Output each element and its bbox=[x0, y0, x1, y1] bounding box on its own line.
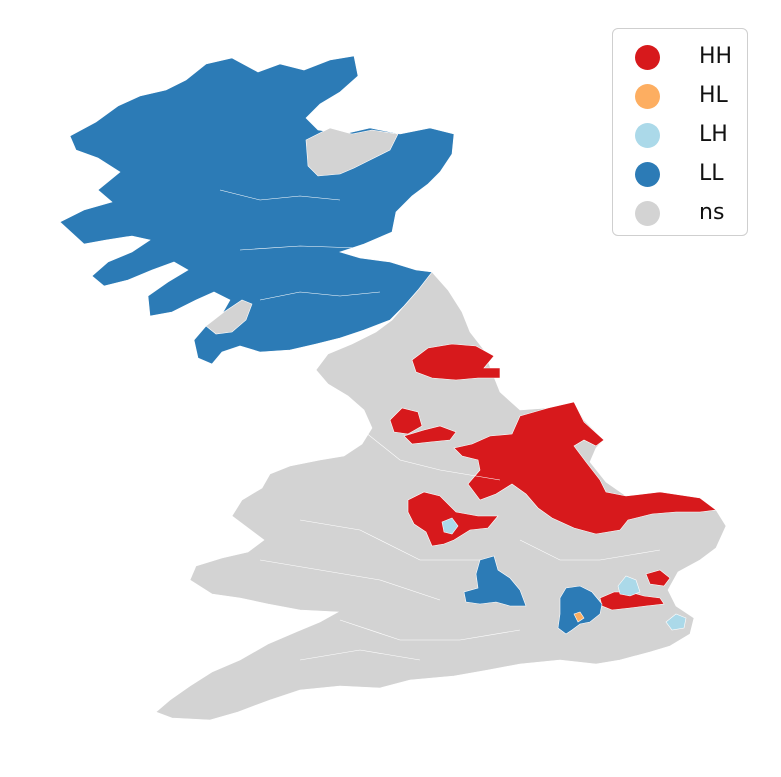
district-boundaries bbox=[219, 189, 661, 661]
cluster-lh-essex bbox=[617, 575, 641, 597]
cluster-hh-north-east bbox=[411, 343, 501, 381]
cluster-lh-birmingham bbox=[441, 517, 459, 535]
cluster-hh-pennines bbox=[403, 425, 457, 445]
cluster-hl-surrey bbox=[573, 611, 585, 623]
legend-item-lh: LH bbox=[613, 117, 749, 153]
legend-item-ns: ns bbox=[613, 195, 749, 231]
cluster-ll-surrey bbox=[557, 585, 603, 635]
legend-dot-lh bbox=[635, 123, 660, 148]
cluster-hh-yorkshire-lincolnshire bbox=[453, 401, 717, 535]
region-ns-dumfries bbox=[205, 299, 253, 335]
legend-label-ns: ns bbox=[699, 200, 725, 225]
region-ns-aberdeenshire bbox=[305, 127, 399, 177]
cluster-hh-essex bbox=[645, 569, 671, 587]
legend-dot-hh bbox=[635, 45, 660, 70]
cluster-hh-lancashire bbox=[389, 407, 423, 435]
legend: HH HL LH LL ns bbox=[612, 28, 748, 236]
legend-dot-ns bbox=[635, 201, 660, 226]
cluster-lh-kent bbox=[665, 613, 687, 631]
legend-dot-hl bbox=[635, 84, 660, 109]
legend-label-ll: LL bbox=[699, 161, 724, 186]
legend-label-hl: HL bbox=[699, 83, 728, 108]
legend-label-hh: HH bbox=[699, 44, 733, 69]
legend-dot-ll bbox=[635, 162, 660, 187]
legend-item-hl: HL bbox=[613, 78, 749, 114]
cluster-ll-oxfordshire bbox=[463, 555, 527, 607]
legend-item-ll: LL bbox=[613, 156, 749, 192]
legend-label-lh: LH bbox=[699, 122, 728, 147]
legend-item-hh: HH bbox=[613, 39, 749, 75]
